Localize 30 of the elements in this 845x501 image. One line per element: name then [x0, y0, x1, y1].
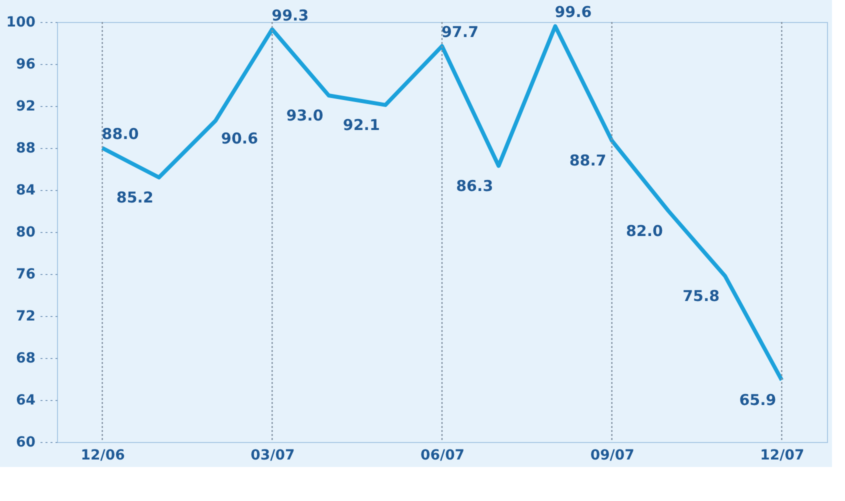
- data-label: 93.0: [286, 106, 324, 124]
- data-label: 90.6: [221, 130, 258, 148]
- y-tick-label: 96: [16, 56, 36, 72]
- y-tick-label: 92: [16, 98, 36, 114]
- y-tick-label: 64: [16, 392, 36, 408]
- data-label: 86.3: [456, 176, 494, 195]
- y-tick-label: 88: [16, 140, 36, 156]
- data-label: 99.6: [554, 3, 592, 22]
- y-tick-label: 100: [6, 14, 36, 30]
- y-tick-label: 76: [16, 266, 36, 282]
- data-label: 97.7: [441, 23, 479, 42]
- y-tick-label: 80: [16, 224, 36, 240]
- data-label: 92.1: [342, 116, 380, 134]
- line-series: [100, 24, 784, 382]
- x-tick-label: 12/07: [760, 448, 804, 464]
- y-tick-label: 60: [16, 434, 36, 450]
- x-tick-label: 03/07: [250, 448, 295, 464]
- x-tick-label: 12/06: [80, 448, 125, 464]
- data-label: 88.7: [569, 152, 606, 170]
- y-tick-label: 84: [16, 182, 36, 198]
- data-label: 82.0: [626, 222, 663, 240]
- data-label: 75.8: [682, 287, 720, 306]
- data-label: 88.0: [102, 125, 139, 143]
- data-label: 65.9: [739, 391, 776, 410]
- x-tick-label: 06/07: [420, 448, 465, 464]
- y-tick-label: 72: [16, 308, 36, 324]
- y-tick-label: 68: [16, 350, 36, 366]
- x-tick-label: 09/07: [590, 448, 634, 464]
- data-label: 99.3: [272, 6, 309, 24]
- data-label: 85.2: [116, 188, 154, 206]
